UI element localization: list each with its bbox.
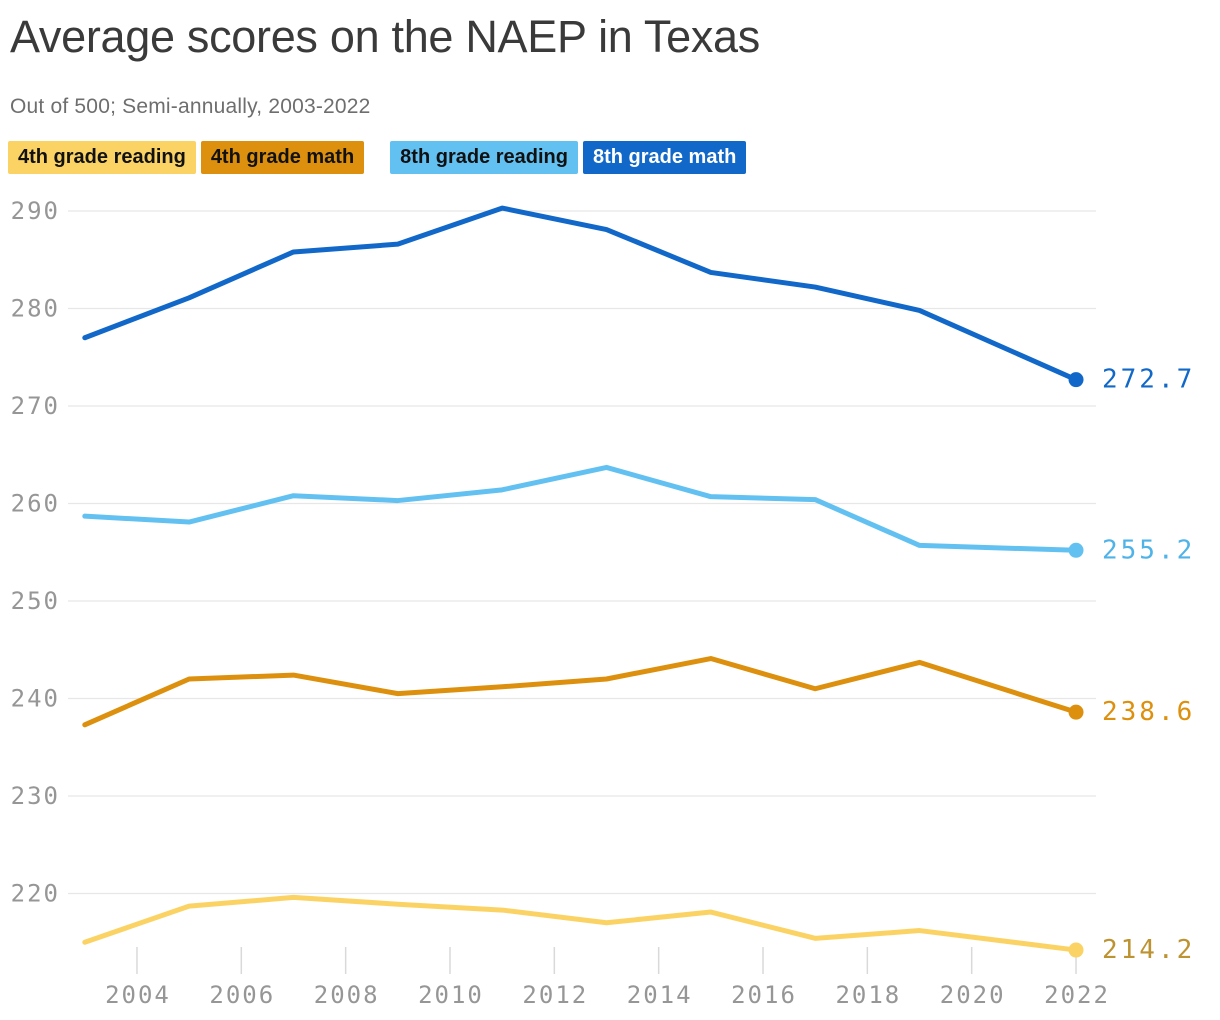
legend-chip-4th-grade-reading: 4th grade reading xyxy=(8,141,196,174)
series-end-value-label: 272.7 xyxy=(1102,365,1195,395)
series-end-value-label: 255.2 xyxy=(1102,535,1195,565)
y-axis-tick-label: 250 xyxy=(11,587,60,615)
x-axis-tick-label: 2012 xyxy=(522,981,588,1009)
chart-subtitle: Out of 500; Semi-annually, 2003-2022 xyxy=(10,95,371,118)
x-axis-tick-label: 2016 xyxy=(731,981,797,1009)
x-axis-tick-label: 2022 xyxy=(1044,981,1110,1009)
series-end-value-label: 214.2 xyxy=(1102,935,1195,965)
y-axis-tick-label: 240 xyxy=(11,685,60,713)
legend-chip-8th-grade-reading: 8th grade reading xyxy=(390,141,578,174)
legend-chip-label: 8th grade math xyxy=(592,146,737,168)
x-axis-tick-label: 2020 xyxy=(940,981,1006,1009)
y-axis-tick-label: 280 xyxy=(11,295,60,323)
series-line-4th-grade-reading xyxy=(82,894,1079,953)
page-title: Average scores on the NAEP in Texas xyxy=(10,11,760,62)
series-line-8th-grade-math xyxy=(82,205,1079,383)
series-end-dot xyxy=(1068,704,1084,720)
x-axis-tick-label: 2018 xyxy=(835,981,901,1009)
x-axis-tick-label: 2006 xyxy=(209,981,275,1009)
y-axis-tick-label: 270 xyxy=(11,392,60,420)
x-axis-tick-label: 2004 xyxy=(105,981,171,1009)
x-axis-tick-label: 2010 xyxy=(418,981,484,1009)
y-axis-tick-label: 230 xyxy=(11,782,60,810)
line-chart: 220 230 240 250 260 270 280 290 2004 2006 2008 2010… xyxy=(11,197,1195,1009)
y-axis-tick-label: 220 xyxy=(11,880,60,908)
legend-chip-label: 4th grade math xyxy=(210,146,355,168)
series-line-4th-grade-math xyxy=(82,656,1079,728)
legend-chip-label: 4th grade reading xyxy=(18,146,186,168)
chart-legend: 4th grade reading 4th grade math 8th gra… xyxy=(8,141,747,174)
y-axis-tick-label: 260 xyxy=(11,490,60,518)
series-end-value-label: 238.6 xyxy=(1102,697,1195,727)
legend-chip-4th-grade-math: 4th grade math xyxy=(200,141,365,174)
series-end-dot xyxy=(1068,372,1084,388)
legend-chip-label: 8th grade reading xyxy=(400,146,568,168)
legend-chip-8th-grade-math: 8th grade math xyxy=(582,141,747,174)
y-axis-tick-label: 290 xyxy=(11,197,60,225)
x-axis-tick-label: 2014 xyxy=(627,981,693,1009)
series-end-dot xyxy=(1068,942,1084,958)
series-end-dot xyxy=(1068,542,1084,558)
x-axis-tick-label: 2008 xyxy=(314,981,380,1009)
series-line-8th-grade-reading xyxy=(82,464,1079,553)
